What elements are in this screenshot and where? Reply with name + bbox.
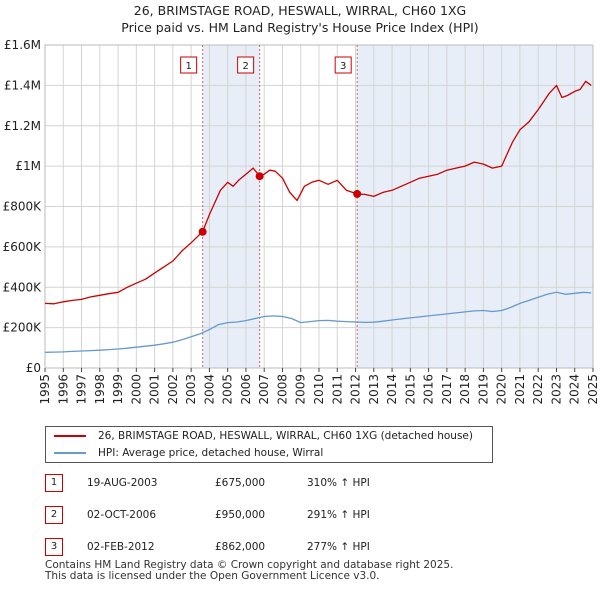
sale-marker-label: 3	[340, 61, 346, 72]
legend-label-property: 26, BRIMSTAGE ROAD, HESWALL, WIRRAL, CH6…	[98, 430, 473, 442]
x-tick-label: 1997	[75, 374, 89, 405]
price-chart: 1995 1996 1997 1998 1999 2000 2001 2002 2003 2004…	[3, 38, 600, 405]
x-tick-label: 2009	[294, 374, 308, 405]
y-tick-label: £600K	[3, 240, 43, 254]
x-tick-label: 2022	[531, 374, 545, 405]
x-tick-label: 1996	[56, 374, 70, 405]
y-axis: £0 £200K £400K £600K £800K £1M £1.2M £1.4M £1.6M	[3, 38, 43, 375]
x-tick-label: 1995	[38, 374, 52, 405]
y-tick-label: £1.4M	[4, 78, 41, 92]
x-tick-label: 2010	[312, 374, 326, 405]
chart-title-line2: Price paid vs. HM Land Registry's House …	[121, 20, 479, 35]
chart-legend: 26, BRIMSTAGE ROAD, HESWALL, WIRRAL, CH6…	[45, 426, 493, 463]
sale-point	[353, 189, 362, 198]
y-tick-label: £1.2M	[4, 119, 41, 133]
x-tick-label: 2020	[495, 374, 509, 405]
sale-price: £950,000	[215, 509, 266, 521]
sale-date: 19-AUG-2003	[87, 477, 158, 489]
x-tick-label: 2006	[239, 374, 253, 405]
x-tick-label: 2008	[275, 374, 289, 405]
sale-price: £862,000	[215, 541, 266, 553]
x-tick-label: 2003	[184, 374, 198, 405]
x-axis: 1995 1996 1997 1998 1999 2000 2001 2002 2003 2004…	[38, 368, 600, 405]
x-tick-label: 2005	[221, 374, 235, 405]
x-tick-label: 2023	[549, 374, 563, 405]
sale-row: 1 19-AUG-2003 £675,000 310% ↑ HPI	[45, 474, 445, 492]
footer-line2: This data is licensed under the Open Gov…	[45, 570, 380, 582]
legend-item-hpi: HPI: Average price, detached house, Wirr…	[54, 445, 323, 461]
x-tick-label: 1999	[111, 374, 125, 405]
x-tick-label: 2007	[257, 374, 271, 405]
x-tick-label: 2017	[440, 374, 454, 405]
sale-hpi-change: 310% ↑ HPI	[307, 477, 370, 489]
x-tick-label: 2012	[349, 374, 363, 405]
x-tick-label: 2019	[476, 374, 490, 405]
series-lines	[44, 80, 592, 353]
y-tick-label: £1.6M	[4, 38, 41, 52]
x-tick-label: 2015	[403, 374, 417, 405]
y-tick-label: £400K	[3, 280, 43, 294]
sale-date: 02-FEB-2012	[87, 541, 155, 553]
sale-row: 2 02-OCT-2006 £950,000 291% ↑ HPI	[45, 506, 445, 524]
x-tick-label: 2004	[202, 374, 216, 405]
sale-marker-label: 2	[242, 61, 248, 72]
sale-markers-lines	[202, 45, 358, 368]
sale-point	[255, 172, 264, 181]
sale-point	[198, 227, 207, 236]
sale-marker-boxes: 1 2 3	[180, 56, 352, 74]
legend-swatch-property	[54, 435, 86, 437]
sale-marker-box	[180, 56, 198, 74]
chart-title: 26, BRIMSTAGE ROAD, HESWALL, WIRRAL, CH6…	[0, 2, 600, 36]
legend-swatch-hpi	[54, 452, 86, 454]
chart-title-line1: 26, BRIMSTAGE ROAD, HESWALL, WIRRAL, CH6…	[133, 3, 467, 18]
x-tick-label: 2014	[385, 374, 399, 405]
x-tick-label: 2001	[148, 374, 162, 405]
footer-line1: Contains HM Land Registry data © Crown c…	[45, 559, 454, 571]
x-tick-label: 2024	[568, 374, 582, 405]
sale-marker-label: 1	[185, 61, 191, 72]
y-tick-label: £200K	[3, 321, 43, 335]
legend-label-hpi: HPI: Average price, detached house, Wirr…	[98, 447, 324, 459]
x-tick-label: 1998	[93, 374, 107, 405]
sale-price: £675,000	[215, 477, 266, 489]
series-line-property	[44, 80, 592, 305]
legend-item-property: 26, BRIMSTAGE ROAD, HESWALL, WIRRAL, CH6…	[54, 428, 473, 444]
x-tick-label: 2013	[367, 374, 381, 405]
x-tick-label: 2011	[330, 374, 344, 405]
footer-attribution: Contains HM Land Registry data © Crown c…	[45, 560, 453, 582]
sale-points	[198, 172, 362, 236]
sale-badge: 1	[45, 474, 63, 492]
y-tick-label: £0	[26, 361, 41, 375]
y-tick-label: £800K	[3, 200, 43, 214]
series-line-hpi	[44, 291, 592, 353]
sale-date: 02-OCT-2006	[87, 509, 156, 521]
x-tick-label: 2000	[129, 374, 143, 405]
y-tick-label: £1M	[15, 159, 41, 173]
sale-hpi-change: 291% ↑ HPI	[307, 509, 370, 521]
sale-row: 3 02-FEB-2012 £862,000 277% ↑ HPI	[45, 538, 445, 556]
x-tick-label: 2021	[513, 374, 527, 405]
sale-hpi-change: 277% ↑ HPI	[307, 541, 370, 553]
sale-marker-box	[237, 56, 255, 74]
sale-badge: 3	[45, 538, 63, 556]
sale-marker-box	[334, 56, 352, 74]
x-tick-label: 2018	[458, 374, 472, 405]
x-tick-label: 2016	[422, 374, 436, 405]
x-tick-label: 2025	[586, 374, 600, 405]
x-tick-label: 2002	[166, 374, 180, 405]
sale-badge: 2	[45, 506, 63, 524]
